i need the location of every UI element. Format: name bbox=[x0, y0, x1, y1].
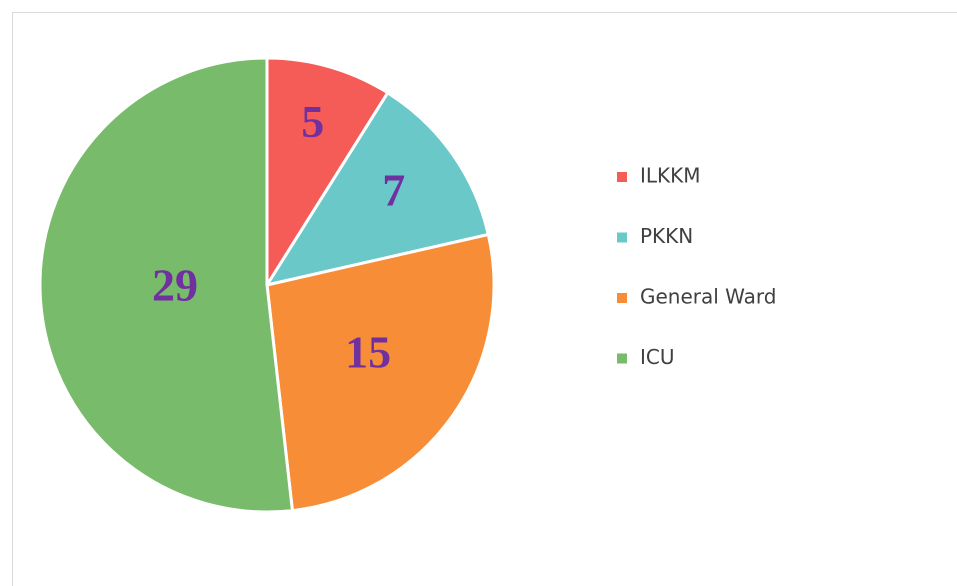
pie-slice bbox=[265, 232, 496, 513]
pie-slice bbox=[38, 56, 295, 514]
legend-swatch bbox=[617, 293, 627, 303]
legend-swatch bbox=[617, 172, 627, 182]
legend-label: ILKKM bbox=[640, 164, 701, 188]
data-label: 29 bbox=[152, 260, 198, 311]
data-label: 5 bbox=[301, 96, 324, 147]
data-label: 15 bbox=[345, 326, 391, 377]
data-label: 7 bbox=[382, 165, 405, 216]
pie-slice bbox=[263, 90, 491, 288]
pie-slice bbox=[265, 56, 390, 291]
legend-swatch bbox=[617, 232, 627, 243]
legend-label: General Ward bbox=[640, 285, 777, 309]
legend-swatch bbox=[617, 353, 627, 364]
legend-label: PKKN bbox=[640, 224, 693, 248]
legend-label: ICU bbox=[640, 345, 675, 369]
